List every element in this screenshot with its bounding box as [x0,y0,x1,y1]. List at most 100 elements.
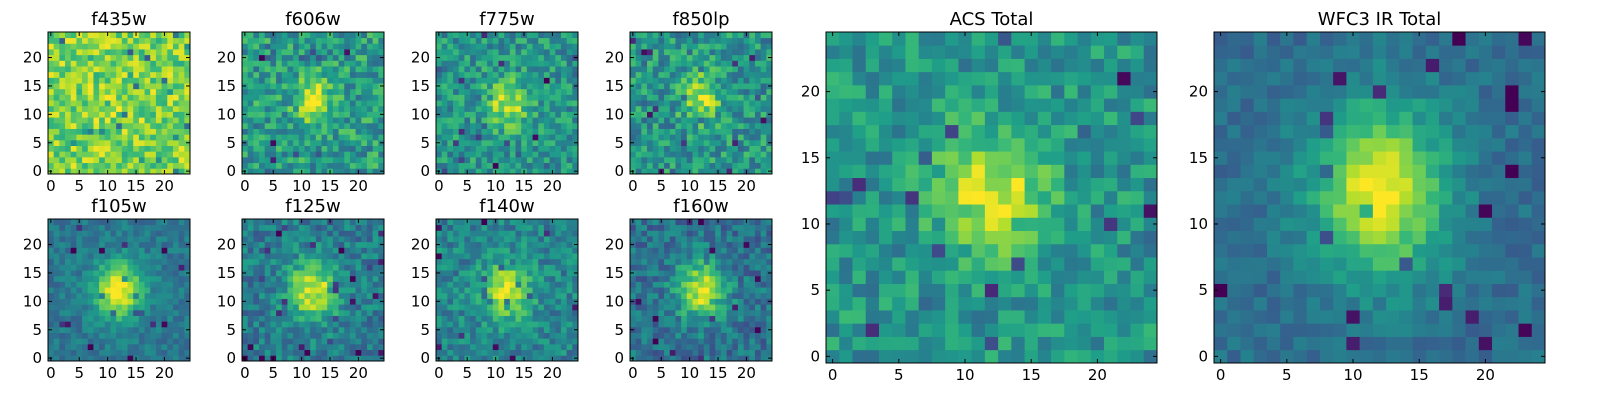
heatmap-cell [53,60,60,67]
heatmap-cell [664,298,671,305]
heatmap-cell [315,66,322,73]
heatmap-cell [310,309,317,316]
heatmap-cell [743,134,750,141]
heatmap-cell [82,230,89,237]
heatmap-cell [87,355,94,362]
heatmap-cell [150,145,157,152]
heatmap-cell [150,139,157,146]
heatmap-cell [726,145,733,152]
heatmap-cell [470,162,477,169]
heatmap-cell [76,100,83,107]
heatmap-cell [686,343,693,351]
heatmap-cell [675,168,682,175]
heatmap-cell [304,236,311,243]
heatmap-cell [732,43,739,50]
heatmap-cell [53,241,60,248]
heatmap-cell [464,315,471,322]
heatmap-cell [155,88,162,95]
heatmap-cell [658,309,665,316]
heatmap-cell [635,332,642,339]
heatmap-cell [652,338,659,345]
heatmap-cell [715,88,722,95]
heatmap-cell [681,105,688,112]
heatmap-cell [327,128,334,135]
heatmap-cell [709,145,716,152]
heatmap-cell [144,77,151,84]
heatmap-cell [698,94,705,101]
heatmap-cell [110,281,117,288]
heatmap-cell [521,247,528,254]
heatmap-cell [372,230,379,237]
heatmap-cell [572,230,579,237]
heatmap-cell [184,253,191,260]
heatmap-cell [144,241,151,248]
heatmap-cell [59,315,66,322]
heatmap-cell [492,298,499,305]
heatmap-cell [726,139,733,146]
heatmap-cell [560,49,568,56]
heatmap-cell [635,37,642,44]
heatmap-cell [247,151,254,158]
heatmap-cell [647,94,654,101]
heatmap-cell [566,343,573,351]
heatmap-cell [121,275,128,282]
heatmap-cell [287,54,294,61]
heatmap-cell [155,270,162,277]
heatmap-cell [470,230,477,237]
heatmap-cell [144,236,151,243]
heatmap-cell [732,343,739,351]
heatmap-cell [287,224,294,231]
heatmap-cell [310,315,317,322]
heatmap-cell [110,94,117,101]
heatmap-cell [732,100,739,107]
heatmap-cell [737,122,744,129]
heatmap-cell [453,32,460,39]
heatmap-cell [703,315,710,322]
heatmap-cell [669,281,676,288]
heatmap-cell [647,304,654,311]
heatmap-cell [82,168,89,175]
heatmap-cell [315,111,322,118]
heatmap-cell [447,162,454,169]
heatmap-cell [264,292,271,299]
heatmap-cell [133,100,140,107]
heatmap-cell [247,355,254,362]
heatmap-cell [65,156,72,164]
heatmap-cell [681,128,688,135]
heatmap-cell [647,287,654,294]
heatmap-cell [155,156,162,164]
heatmap-cell [447,236,454,243]
heatmap-cell [692,88,699,95]
heatmap-cell [549,270,556,277]
heatmap-cell [538,66,545,73]
heatmap-cell [732,162,739,169]
heatmap-cell [692,343,699,351]
heatmap-cell [82,37,89,44]
heatmap-cell [543,139,550,146]
heatmap-cell [349,338,356,345]
y-tick-label: 5 [614,134,624,152]
heatmap-cell [560,332,568,339]
heatmap-cell [264,343,271,351]
heatmap-cell [315,88,322,95]
heatmap-cell [253,43,260,50]
heatmap-cell [372,304,379,311]
heatmap-cell [481,241,488,248]
heatmap-cell [732,309,739,316]
heatmap-cell [572,43,579,50]
heatmap-cell [555,151,562,158]
heatmap-cell [144,315,151,322]
heatmap-cell [509,304,516,311]
heatmap-cell [178,281,185,288]
heatmap-cell [538,247,545,254]
heatmap-cell [521,77,528,84]
heatmap-cell [338,151,345,158]
heatmap-cell [242,258,249,265]
heatmap-cell [349,88,356,95]
heatmap-cell [549,162,556,169]
heatmap-cell [458,338,465,345]
heatmap-cell [664,315,671,322]
heatmap-cell [281,343,288,351]
heatmap-cell [247,275,254,282]
heatmap-cell [287,43,294,50]
